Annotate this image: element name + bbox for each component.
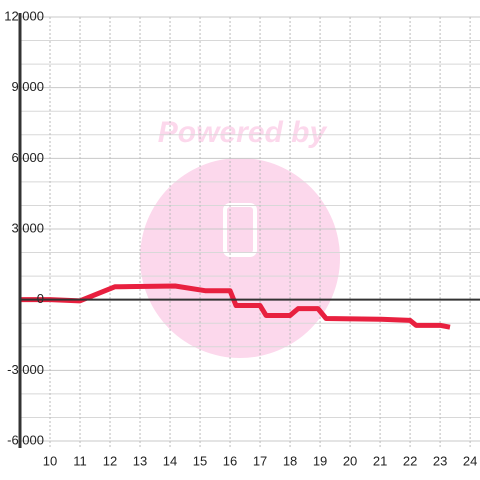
x-tick-label: 15 (193, 453, 207, 468)
x-tick-label: 10 (43, 453, 57, 468)
y-tick-label: -3,000 (7, 362, 44, 377)
y-tick-label: 0 (37, 291, 44, 306)
x-tick-label: 11 (73, 453, 87, 468)
x-tick-label: 12 (103, 453, 117, 468)
y-tick-label: 12,000 (4, 8, 44, 23)
x-tick-label: 21 (373, 453, 387, 468)
x-tick-label: 16 (223, 453, 237, 468)
y-tick-label: 9,000 (11, 79, 44, 94)
data-line (20, 283, 451, 330)
x-tick-label: 14 (163, 453, 177, 468)
x-tick-label: 23 (433, 453, 447, 468)
x-tick-label: 19 (313, 453, 327, 468)
watermark-text: Powered by (158, 116, 328, 149)
watermark-circle (140, 158, 340, 358)
x-tick-label: 24 (463, 453, 477, 468)
watermark: Powered by (140, 116, 340, 358)
x-tick-label: 17 (253, 453, 267, 468)
y-tick-label: -6,000 (7, 432, 44, 447)
x-tick-label: 20 (343, 453, 357, 468)
x-tick-label: 13 (133, 453, 147, 468)
y-tick-label: 3,000 (11, 220, 44, 235)
x-tick-label: 22 (403, 453, 417, 468)
y-tick-label: 6,000 (11, 150, 44, 165)
x-tick-label: 18 (283, 453, 297, 468)
